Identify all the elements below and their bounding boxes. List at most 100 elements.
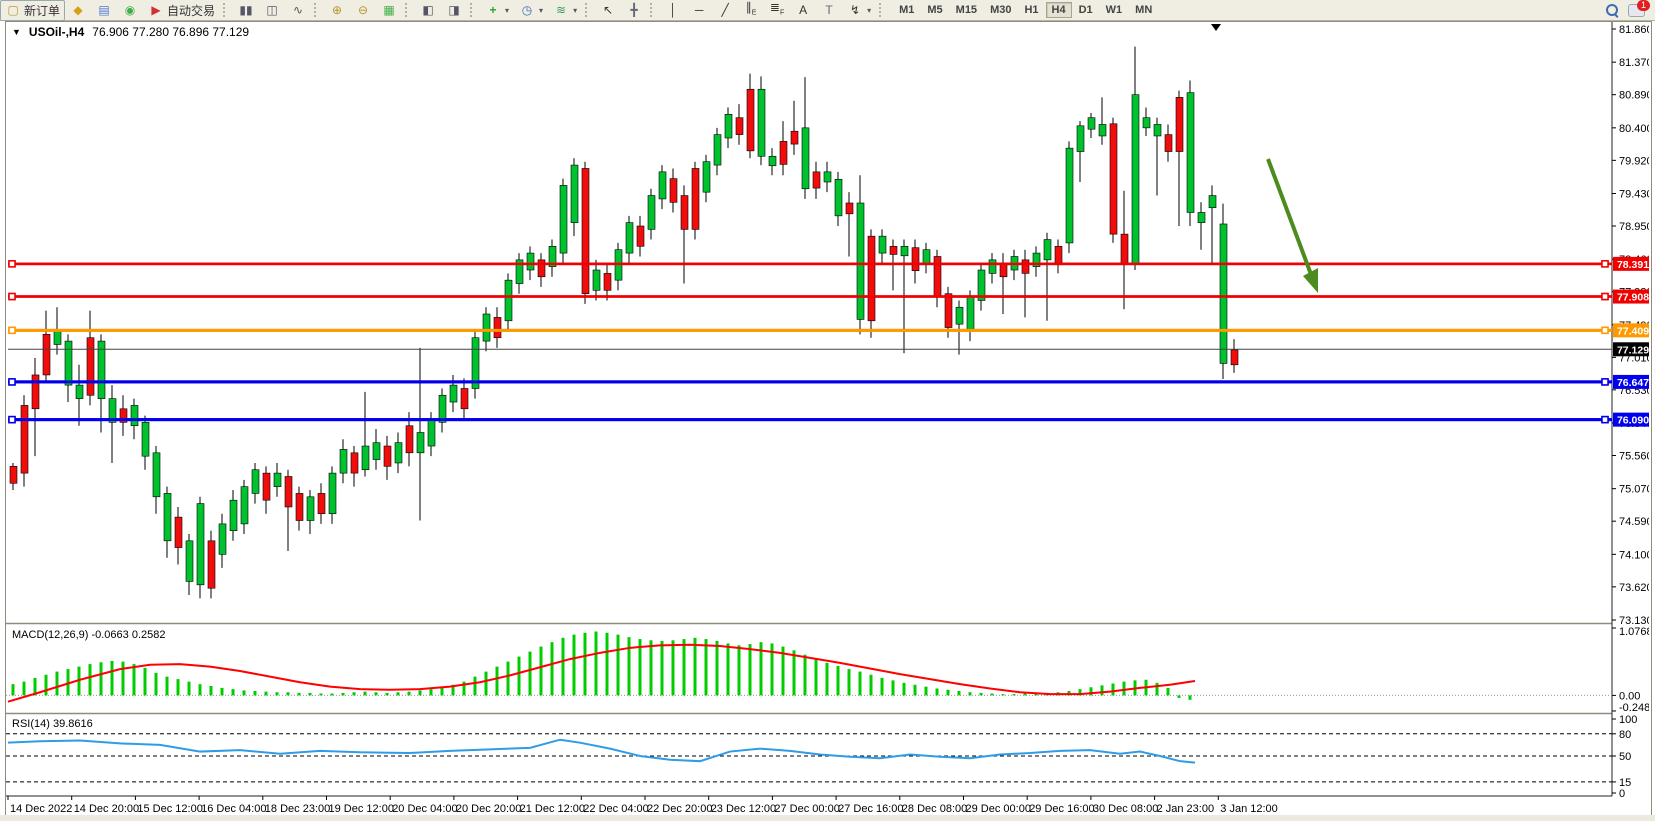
period-M1[interactable]: M1	[899, 4, 915, 16]
time-tick-label: 20 Dec 04:00	[392, 803, 457, 814]
new-order-button[interactable]: ▢ 新订单	[0, 0, 66, 21]
price-badge[interactable]	[1613, 323, 1649, 338]
line-chart-button[interactable]: ∿	[285, 0, 311, 20]
price-badge[interactable]	[1613, 256, 1649, 271]
candle-body	[493, 317, 502, 339]
vertical-line-icon: │	[669, 3, 677, 17]
candle-body	[823, 171, 832, 183]
candle-body	[900, 246, 909, 257]
hline-handle[interactable]	[8, 415, 16, 424]
period-M5[interactable]: M5	[927, 4, 943, 16]
one-click-trading-expander[interactable]: ▼	[12, 27, 21, 37]
indicators-button[interactable]: ≋ ▾	[548, 0, 582, 20]
vertical-line-button[interactable]: │	[660, 0, 686, 20]
navigator-button[interactable]: ◉	[117, 0, 143, 20]
candle-body	[933, 256, 942, 298]
candle-body	[416, 432, 425, 454]
zoom-in-icon: ⊕	[332, 3, 343, 17]
candle-body	[438, 394, 447, 423]
candle-body	[1087, 117, 1096, 130]
text-label-button[interactable]: T	[816, 0, 842, 20]
chart-window[interactable]: ▼ USOil-,H4 76.906 77.280 76.896 77.129 …	[5, 21, 1652, 817]
candle-body	[163, 493, 172, 542]
text-button[interactable]: A	[790, 0, 816, 20]
ohlc-values: 76.906 77.280 76.896 77.129	[92, 25, 250, 39]
hline-handle[interactable]	[8, 326, 16, 335]
candle-body	[240, 486, 249, 525]
price-badge[interactable]	[1613, 374, 1649, 389]
market-watch-icon: ▤	[98, 3, 110, 17]
period-H1[interactable]: H1	[1024, 4, 1039, 16]
hline-handle[interactable]	[8, 292, 16, 301]
scroll-to-end-marker[interactable]	[1211, 24, 1221, 31]
toolbar-grip	[223, 3, 230, 17]
hline-handle[interactable]	[1601, 292, 1609, 301]
candle-body	[790, 130, 799, 145]
candle-body	[570, 164, 579, 223]
price-badge-label: 78.391	[1617, 259, 1649, 271]
time-tick-label: 14 Dec 2022	[10, 803, 72, 814]
equidistant-channel-icon: ∥E	[745, 0, 757, 17]
period-M15[interactable]: M15	[955, 4, 978, 16]
new-order-label: 新订单	[24, 3, 61, 18]
candlestick-chart-button[interactable]: ◫	[259, 0, 285, 20]
auto-trading-button[interactable]: ▶ 自动交易	[143, 0, 220, 21]
fibonacci-button[interactable]: ≣F	[764, 0, 790, 23]
hline-handle[interactable]	[1601, 378, 1609, 386]
candle-body	[724, 114, 733, 139]
candle-body	[482, 313, 491, 342]
period-M30[interactable]: M30	[990, 4, 1012, 16]
cascade-button[interactable]: ◨	[441, 0, 467, 20]
equidistant-channel-button[interactable]: ∥E	[738, 0, 764, 23]
price-badge-label: 77.129	[1617, 344, 1649, 356]
new-chart-button[interactable]: + ▾	[480, 0, 514, 20]
zoom-out-icon: ⊖	[358, 3, 369, 17]
price-tick-label: 75.070	[1619, 484, 1649, 496]
chart-legend: ▼ USOil-,H4 76.906 77.280 76.896 77.129	[12, 25, 249, 39]
cascade-icon: ◨	[448, 3, 460, 17]
auto-arrange-button[interactable]: ◧	[415, 0, 441, 20]
candle-body	[977, 269, 986, 301]
candle-body	[1032, 252, 1041, 267]
candle-body	[1043, 239, 1052, 261]
bar-chart-button[interactable]: ▮▮	[233, 0, 259, 20]
hline-handle[interactable]	[1601, 326, 1609, 335]
candle-body	[581, 168, 590, 295]
period-H4[interactable]: H4	[1045, 2, 1072, 18]
price-badge[interactable]	[1613, 412, 1649, 427]
period-D1[interactable]: D1	[1078, 4, 1093, 16]
hline-handle[interactable]	[8, 378, 16, 386]
tile-windows-button[interactable]: ▦	[376, 0, 402, 20]
rsi-line	[7, 738, 1196, 764]
period-W1[interactable]: W1	[1105, 4, 1123, 16]
candle-body	[636, 225, 645, 247]
candle-body	[856, 202, 865, 320]
symbols-button[interactable]: ◆	[65, 0, 91, 20]
search-icon[interactable]	[1606, 4, 1619, 18]
horizontal-line-button[interactable]: ─	[686, 0, 712, 20]
hline-handle[interactable]	[8, 260, 16, 268]
candle-body	[152, 452, 161, 498]
period-MN[interactable]: MN	[1135, 4, 1153, 16]
candle-body	[801, 127, 810, 190]
arrows-icon: ↯	[850, 3, 861, 17]
candle-body	[911, 247, 920, 271]
chart-plot[interactable]: 81.860 81.370 80.890 80.400 79.920 79.430 78.9…	[6, 22, 1649, 814]
zoom-out-button[interactable]: ⊖	[350, 0, 376, 20]
arrows-button[interactable]: ↯ ▾	[842, 0, 876, 20]
candle-body	[119, 408, 128, 423]
trend-arrow-annotation[interactable]	[1266, 158, 1314, 278]
price-badge[interactable]	[1613, 289, 1649, 304]
trendline-button[interactable]: ╱	[712, 0, 738, 20]
time-tick-label: 28 Dec 08:00	[902, 803, 967, 814]
price-badge[interactable]	[1613, 342, 1649, 357]
chat-icon[interactable]: 1	[1628, 0, 1650, 17]
cursor-button[interactable]: ↖	[595, 0, 621, 20]
zoom-in-button[interactable]: ⊕	[324, 0, 350, 20]
hline-handle[interactable]	[1601, 260, 1609, 268]
auto-trading-icon: ▶	[151, 3, 161, 17]
market-watch-button[interactable]: ▤	[91, 0, 117, 20]
timeframes-button[interactable]: ◷ ▾	[514, 0, 548, 20]
crosshair-button[interactable]: ╋	[621, 0, 647, 20]
hline-handle[interactable]	[1601, 415, 1609, 424]
